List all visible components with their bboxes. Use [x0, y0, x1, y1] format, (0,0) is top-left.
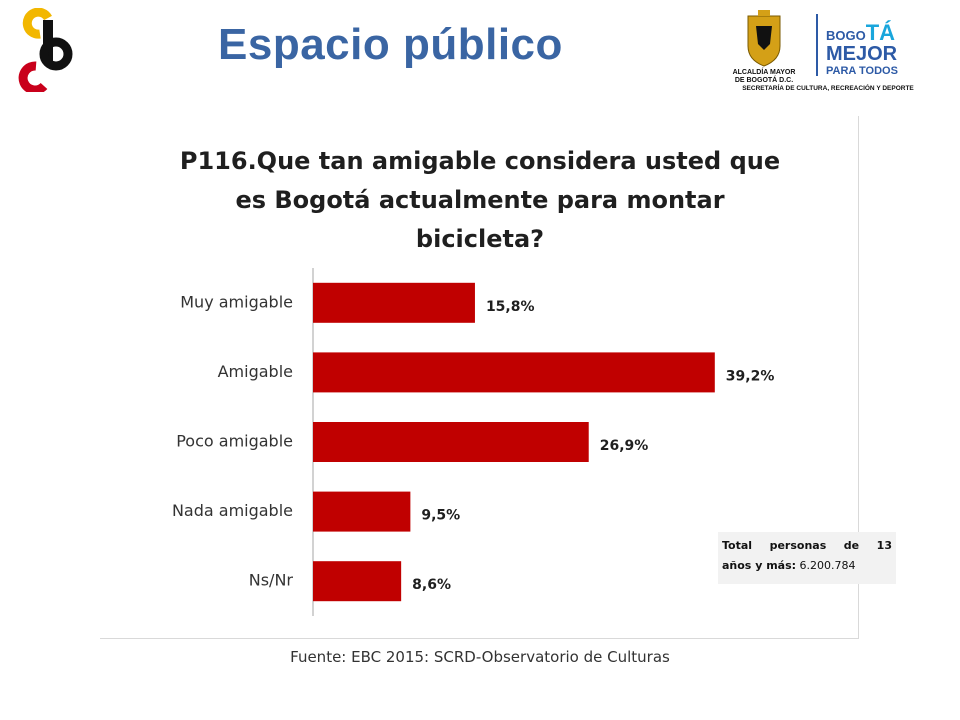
ecb-logo	[18, 8, 73, 92]
category-label: Poco amigable	[176, 432, 293, 451]
brand-part1: BOGO	[826, 28, 866, 43]
data-label: 9,5%	[421, 508, 460, 524]
category-label: Amigable	[218, 362, 293, 381]
note-box: Total personas de 13 años y más: 6.200.7…	[718, 532, 896, 584]
bar-chart: Muy amigable 15,8% Amigable 39,2% Poco amiga…	[172, 268, 775, 616]
category-label: Nada amigable	[172, 501, 293, 520]
bogota-mejor-logo: ALCALDÍA MAYOR DE BOGOTÁ D.C. BOGOTÁ MEJ…	[733, 10, 914, 92]
bar	[313, 491, 411, 532]
logo-black-bowl	[39, 37, 73, 71]
bar	[313, 422, 589, 462]
logo-divider	[816, 14, 818, 76]
bar	[313, 561, 402, 602]
note-word: personas	[769, 539, 827, 552]
brand-line2: MEJOR	[826, 43, 898, 65]
crest-icon	[747, 10, 781, 67]
brand-line1: BOGOTÁ	[826, 20, 895, 45]
page-title: Espacio público	[218, 20, 563, 69]
data-label: 15,8%	[486, 299, 535, 315]
data-label: 8,6%	[412, 577, 451, 593]
note-word: 13	[876, 539, 892, 552]
chart-frame	[100, 116, 859, 639]
chart-title-line: es Bogotá actualmente para montar	[235, 186, 725, 214]
logo-yellow-arc	[22, 8, 52, 39]
chart-title: P116.Que tan amigable considera usted qu…	[150, 142, 810, 259]
logo-red-arc	[18, 61, 48, 92]
brand-part2: TÁ	[866, 20, 895, 45]
crest-line1: ALCALDÍA MAYOR	[733, 67, 796, 76]
data-label: 26,9%	[600, 438, 649, 454]
source-note: Fuente: EBC 2015: SCRD-Observatorio de C…	[290, 648, 670, 666]
note-word: de	[843, 539, 860, 552]
note-word: Total	[722, 539, 753, 552]
note-line2-value: 6.200.784	[799, 559, 856, 572]
secretaria-label: SECRETARÍA DE CULTURA, RECREACIÓN Y DEPO…	[742, 83, 914, 92]
data-label: 39,2%	[726, 368, 775, 384]
brand-line3: PARA TODOS	[826, 65, 898, 77]
bar	[313, 352, 715, 393]
note-line2-bold: años y más:	[722, 559, 797, 572]
note-line2: años y más: 6.200.784	[722, 556, 892, 576]
category-label: Ns/Nr	[249, 571, 294, 590]
chart-title-line: bicicleta?	[415, 225, 545, 253]
category-label: Muy amigable	[180, 292, 293, 311]
note-line1: Total personas de 13	[722, 536, 892, 556]
bar	[313, 282, 475, 323]
crest-line2: DE BOGOTÁ D.C.	[735, 75, 793, 84]
chart-title-line: P116.Que tan amigable considera usted qu…	[179, 147, 781, 175]
